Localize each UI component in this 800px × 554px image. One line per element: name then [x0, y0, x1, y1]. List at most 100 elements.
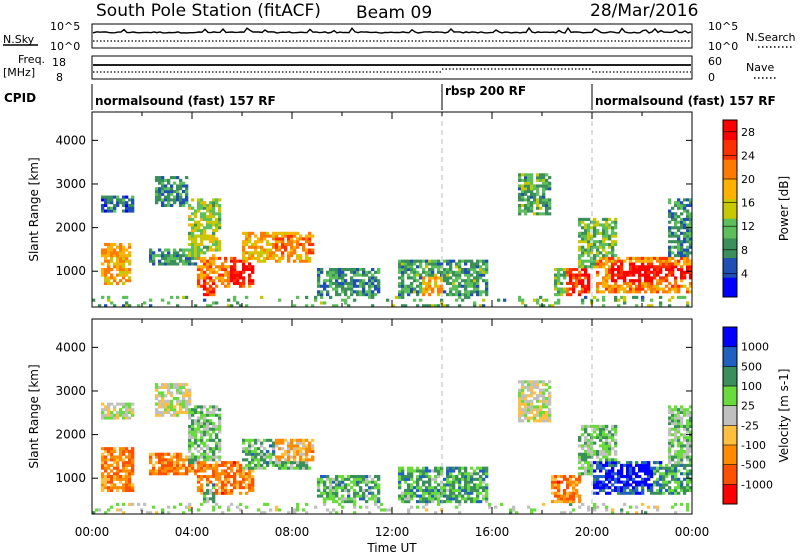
heatmap-cell	[593, 240, 597, 244]
heatmap-cell	[116, 508, 120, 512]
heatmap-cell	[548, 413, 552, 417]
heatmap-cell	[107, 259, 111, 263]
heatmap-cell	[596, 505, 600, 509]
heatmap-cell	[173, 248, 177, 252]
heatmap-cell	[113, 279, 117, 283]
heatmap-cell	[293, 240, 297, 244]
heatmap-cell	[581, 284, 585, 288]
heatmap-cell	[272, 449, 276, 454]
heatmap-cell	[245, 234, 249, 238]
heatmap-cell	[128, 198, 132, 202]
heatmap-cell	[287, 237, 291, 241]
heatmap-cell	[677, 203, 681, 208]
heatmap-cell	[485, 497, 489, 501]
heatmap-cell	[671, 458, 675, 462]
heatmap-cell	[206, 438, 210, 442]
heatmap-cell	[131, 447, 135, 451]
heatmap-cell	[338, 293, 342, 297]
heatmap-cell	[188, 455, 192, 459]
heatmap-cell	[206, 215, 210, 219]
heatmap-cell	[689, 229, 693, 233]
heatmap-cell	[461, 298, 465, 302]
heatmap-cell	[629, 259, 633, 263]
heatmap-cell	[626, 491, 630, 495]
heatmap-cell	[128, 469, 132, 473]
heatmap-cell	[635, 290, 639, 294]
heatmap-cell	[689, 215, 693, 219]
heatmap-cell	[593, 256, 597, 260]
heatmap-cell	[281, 240, 285, 244]
heatmap-cell	[668, 265, 672, 269]
heatmap-cell	[446, 293, 450, 297]
heatmap-cell	[176, 187, 180, 191]
heatmap-cell	[410, 287, 414, 291]
heatmap-cell	[419, 290, 423, 294]
heatmap-cell	[125, 273, 129, 277]
heatmap-cell	[518, 388, 522, 392]
heatmap-cell	[161, 192, 165, 196]
heatmap-cell	[449, 290, 453, 294]
heatmap-cell	[245, 265, 249, 269]
heatmap-cell	[536, 298, 540, 302]
heatmap-cell	[401, 497, 405, 501]
heatmap-cell	[596, 231, 600, 235]
heatmap-cell	[521, 391, 525, 395]
heatmap-cell	[116, 466, 120, 470]
heatmap-cell	[248, 441, 252, 445]
heatmap-cell	[428, 279, 432, 283]
heatmap-cell	[230, 304, 234, 308]
heatmap-cell	[467, 273, 471, 277]
heatmap-cell	[179, 254, 183, 258]
y-tick-label: 1000	[55, 264, 86, 278]
heatmap-cell	[182, 463, 186, 467]
y-axis-title: Slant Range [km]	[27, 364, 41, 468]
heatmap-cell	[152, 505, 156, 509]
heatmap-cell	[152, 472, 156, 476]
freq-frame	[91, 55, 693, 80]
heatmap-cell	[671, 469, 675, 473]
heatmap-cell	[479, 480, 483, 484]
heatmap-cell	[479, 475, 483, 479]
heatmap-cell	[641, 491, 645, 495]
heatmap-cell	[584, 237, 588, 241]
heatmap-cell	[341, 483, 345, 487]
heatmap-cell	[605, 262, 609, 266]
heatmap-cell	[116, 502, 120, 506]
heatmap-cell	[611, 251, 615, 255]
heatmap-cell	[482, 480, 486, 484]
heatmap-cell	[605, 226, 609, 230]
heatmap-cell	[122, 483, 126, 487]
heatmap-cell	[653, 284, 657, 288]
heatmap-cell	[683, 408, 687, 412]
heatmap-cell	[218, 248, 222, 252]
heatmap-cell	[659, 301, 663, 305]
heatmap-cell	[203, 466, 207, 470]
heatmap-cell	[161, 413, 165, 417]
heatmap-cell	[281, 447, 285, 451]
heatmap-cell	[203, 422, 207, 426]
heatmap-cell	[572, 276, 576, 280]
heatmap-cell	[398, 284, 402, 288]
heatmap-cell	[266, 251, 270, 255]
heatmap-cell	[248, 444, 252, 448]
heatmap-cell	[686, 229, 690, 233]
heatmap-cell	[209, 290, 213, 294]
heatmap-cell	[296, 502, 300, 506]
heatmap-cell	[266, 240, 270, 244]
heatmap-cell	[203, 281, 207, 286]
heatmap-cell	[167, 383, 171, 387]
heatmap-cell	[608, 477, 612, 481]
freq-panel: Freq. [MHz] 18 8 60 0 Nave	[3, 53, 776, 84]
heatmap-cell	[590, 449, 594, 454]
heatmap-cell	[359, 480, 363, 484]
heatmap-cell	[341, 287, 345, 291]
heatmap-cell	[521, 419, 525, 423]
heatmap-cell	[290, 254, 294, 258]
heatmap-cell	[374, 475, 378, 479]
heatmap-cell	[602, 430, 606, 434]
heatmap-cell	[266, 455, 270, 459]
heatmap-cell	[359, 494, 363, 498]
heatmap-cell	[254, 245, 258, 249]
heatmap-cell	[215, 217, 219, 221]
heatmap-cell	[446, 475, 450, 479]
